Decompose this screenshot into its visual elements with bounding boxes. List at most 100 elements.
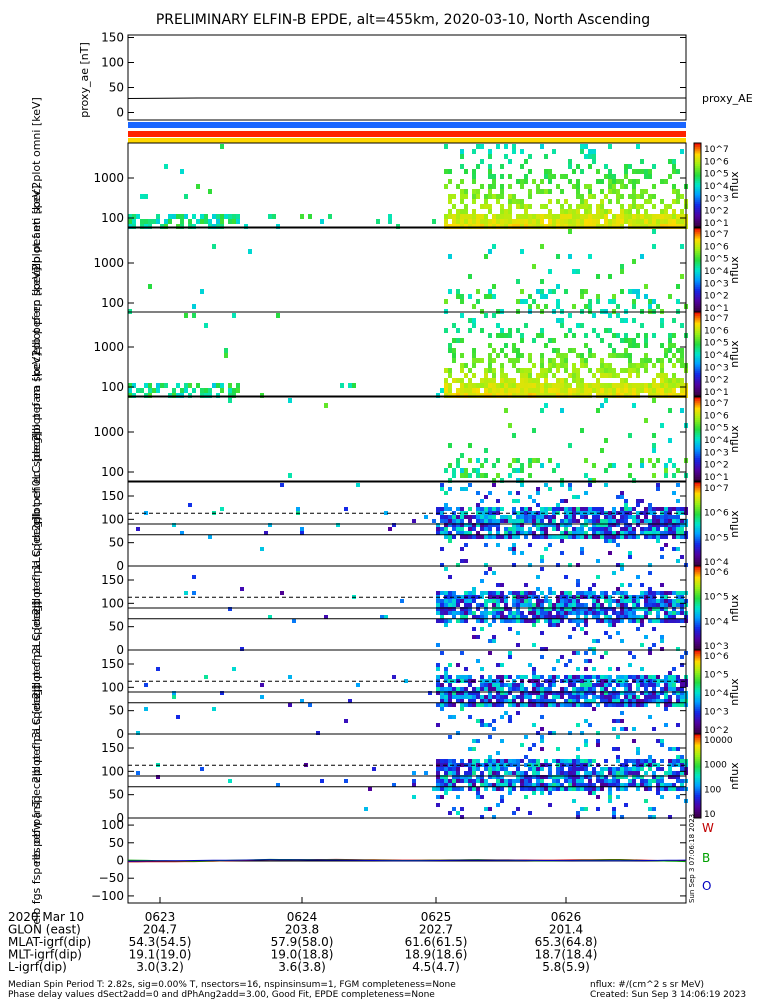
heatmap-cell [520,333,524,338]
heatmap-cell [640,607,644,611]
heatmap-cell [604,687,608,691]
heatmap-cell [480,683,484,687]
heatmap-cell [648,695,652,699]
heatmap-cell [488,368,492,373]
fgs-sidenote: Sun Sep 3 07:06:18 2023 [688,814,696,903]
colorbar-swatch [694,744,701,748]
heatmap-cell [596,519,600,523]
heatmap-cell [508,591,512,595]
heatmap-cell [488,204,492,209]
heatmap-cell [484,383,488,388]
colorbar-swatch [694,362,701,365]
colorbar-swatch [694,692,701,695]
heatmap-cell [544,535,548,539]
heatmap-cell [656,691,660,695]
colorbar-swatch [694,566,701,569]
heatmap-cell [608,799,612,803]
heatmap-cell [440,527,444,531]
heatmap-cell [604,615,608,619]
heatmap-cell [476,491,480,495]
heatmap-cell [664,595,668,599]
heatmap-cell [516,388,520,393]
heatmap-cell [584,204,588,209]
heatmap-cell [460,759,464,763]
heatmap-cell [596,299,600,304]
heatmap-cell [564,515,568,519]
heatmap-cell [576,775,580,779]
heatmap-cell [640,615,644,619]
heatmap-cell [620,691,624,695]
heatmap-cell [584,333,588,338]
heatmap-cell [356,683,360,687]
heatmap-cell [628,463,632,468]
heatmap-cell [644,519,648,523]
heatmap-cell [528,368,532,373]
heatmap-cell [444,219,448,224]
heatmap-cell [532,703,536,707]
heatmap-cell [520,783,524,787]
heatmap-cell [504,353,508,358]
heatmap-cell [676,515,680,519]
heatmap-cell [492,388,496,393]
colorbar-swatch [694,551,701,554]
heatmap-cell [580,807,584,811]
heatmap-cell [568,214,572,219]
heatmap-cell [512,683,516,687]
heatmap-cell [648,651,652,655]
heatmap-cell [384,615,388,619]
colorbar-swatch [694,389,701,393]
heatmap-cell [512,699,516,703]
heatmap-cell [232,214,236,219]
heatmap-cell [524,675,528,679]
heatmap-cell [616,759,620,763]
heatmap-cell [672,619,676,623]
heatmap-cell [572,683,576,687]
heatmap-cell [572,507,576,511]
heatmap-cell [568,204,572,209]
colorbar-swatch [694,249,701,252]
heatmap-cell [552,779,556,783]
heatmap-cell [600,687,604,691]
heatmap-cell [476,383,480,388]
heatmap-cell [628,473,632,478]
heatmap-cell [512,759,516,763]
heatmap-cell [676,358,680,363]
heatmap-cell [644,418,648,423]
heatmap-cell [620,615,624,619]
heatmap-cell [624,174,628,179]
heatmap-cell [540,775,544,779]
heatmap-cell [672,219,676,224]
colorbar-swatch [694,578,701,582]
heatmap-cell [496,144,500,149]
heatmap-cell [588,659,592,663]
heatmap-cell [232,667,236,671]
heatmap-cell [640,219,644,224]
heatmap-cell [628,383,632,388]
colorbar-tick: 10^3 [704,194,729,204]
heatmap-cell [612,783,616,787]
heatmap-cell [496,458,500,463]
heatmap-cell [600,779,604,783]
heatmap-cell [308,703,312,707]
heatmap-cell [680,687,684,691]
heatmap-cell [596,619,600,623]
colorbar-swatch [694,253,701,256]
heatmap-cell [584,523,588,527]
heatmap-cell [464,703,468,707]
colorbar-swatch [694,178,701,182]
y-tick-label: 1000 [93,425,124,439]
heatmap-cell [468,523,472,527]
heatmap-cell [500,783,504,787]
heatmap-cell [668,338,672,343]
heatmap-cell [260,683,264,687]
heatmap-cell [564,759,568,763]
heatmap-cell [676,619,680,623]
heatmap-cell [648,607,652,611]
colorbar-swatch [694,166,701,169]
heatmap-cell [612,611,616,615]
heatmap-cell [576,535,580,539]
colorbar-swatch [694,443,701,446]
heatmap-cell [564,703,568,707]
heatmap-cell [672,691,676,695]
heatmap-cell [572,595,576,599]
